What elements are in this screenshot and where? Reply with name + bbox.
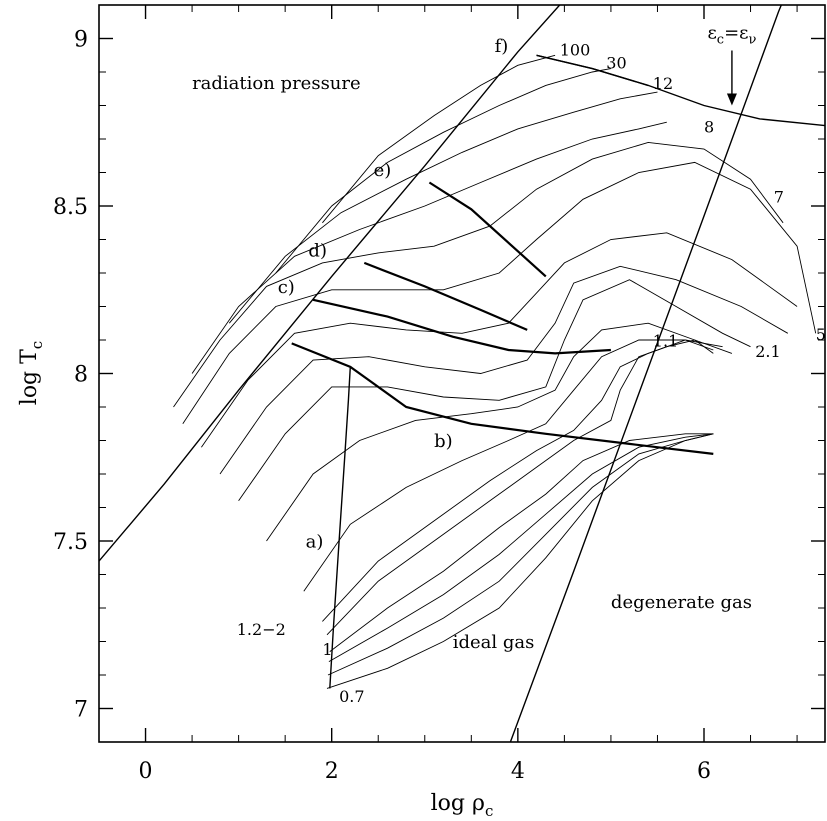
phase-label: c) — [278, 277, 295, 298]
phase-label: f) — [495, 36, 509, 57]
y-tick-label: 7 — [74, 698, 88, 723]
y-tick-label: 7.5 — [53, 530, 88, 555]
mass-label: 0.7 — [339, 687, 364, 706]
track-30 — [275, 68, 611, 274]
track-1p8 — [266, 322, 733, 542]
track-8 — [191, 121, 667, 374]
track-0p9 — [328, 433, 714, 662]
phase-label: b) — [434, 431, 453, 452]
track-0p8 — [327, 433, 714, 676]
phase-label: d) — [308, 240, 327, 261]
mass-label: 30 — [606, 54, 626, 73]
x-axis-title: log ρc — [431, 791, 494, 820]
neutrino-arrow-head — [726, 93, 737, 106]
track-1p1 — [326, 339, 714, 636]
track-2p5 — [219, 265, 789, 475]
y-tick-label: 8.5 — [53, 195, 88, 220]
y-tick-label: 8 — [74, 363, 88, 388]
phase-label: a) — [306, 532, 324, 553]
boundary-lines — [99, 5, 825, 742]
mass-label: 100 — [560, 40, 591, 59]
boundary-d-end-of-core-he-burning — [363, 261, 528, 331]
mass-label: 5 — [816, 325, 826, 344]
boundary-degeneracy-boundary — [509, 5, 782, 742]
boundary-f-core-ne-ignition — [536, 54, 649, 87]
track-7 — [173, 141, 784, 408]
boundary-radiation-pressure-boundary — [99, 5, 561, 562]
boundary-a-zero-age-main-sequence — [329, 366, 351, 689]
mass-label: 8 — [704, 117, 714, 136]
track-1 — [329, 433, 714, 652]
x-axis-title-sub: c — [485, 802, 493, 820]
mass-label: 1.1 — [653, 332, 678, 351]
boundary-e-core-c-ignition — [428, 181, 547, 278]
boundary-b-end-of-core-h-burning — [291, 342, 714, 455]
x-tick-label: 4 — [511, 759, 525, 784]
mass-label: 12 — [653, 74, 673, 93]
y-axis-title-sub: c — [28, 341, 46, 349]
track-12 — [228, 91, 658, 324]
track-100 — [322, 54, 556, 224]
region-label: ideal gas — [453, 632, 535, 653]
mass-label: 2.1 — [755, 342, 780, 361]
y-axis-title-main: log T — [17, 349, 42, 405]
track-0p7 — [326, 433, 714, 689]
region-label: radiation pressure — [192, 73, 361, 94]
y-axis-title: log Tc — [17, 341, 46, 405]
track-1p2 — [322, 339, 714, 622]
x-tick-label: 2 — [325, 759, 339, 784]
mass-label: 7 — [774, 188, 784, 207]
mass-label: 1 — [322, 640, 332, 659]
mass-label: 1.2−2 — [237, 620, 286, 639]
boundary-c-core-he-ignition — [312, 298, 611, 355]
track-2p1 — [238, 279, 751, 502]
annotations: radiation pressure ideal gas degenerate ga… — [192, 23, 826, 706]
axis-ticks: 0 2 4 6 7 7.5 8 8.5 9 — [53, 4, 825, 784]
x-axis-title-main: log ρ — [431, 791, 485, 816]
x-tick-label: 0 — [139, 759, 153, 784]
track-5 — [182, 161, 817, 425]
track-3 — [201, 232, 798, 448]
track-1p5 — [303, 339, 723, 592]
y-tick-label: 9 — [74, 28, 88, 53]
x-tick-label: 6 — [697, 759, 711, 784]
region-label: degenerate gas — [611, 592, 752, 613]
neutrino-label: εc=εν — [707, 23, 756, 48]
phase-label: e) — [374, 160, 392, 181]
